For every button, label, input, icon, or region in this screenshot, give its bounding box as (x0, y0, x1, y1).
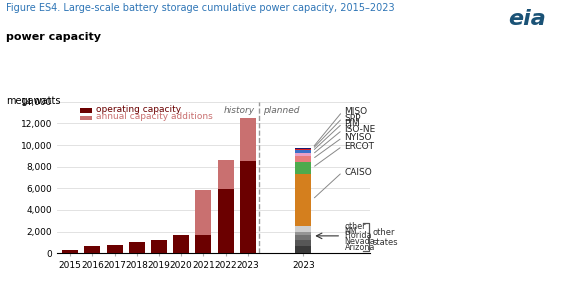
Text: annual capacity additions: annual capacity additions (96, 113, 212, 121)
Text: history: history (223, 106, 254, 115)
Text: other
states: other states (372, 228, 398, 247)
Bar (84, 246, 100, 253)
Bar (62, 250, 78, 253)
Text: other: other (345, 222, 366, 231)
Bar (129, 242, 145, 253)
Bar (240, 118, 256, 161)
FancyBboxPatch shape (80, 116, 92, 120)
Text: ISO-NE: ISO-NE (345, 125, 376, 134)
Bar (217, 160, 233, 189)
Text: CAISO: CAISO (345, 168, 372, 177)
Text: megawatts: megawatts (6, 96, 60, 106)
Text: SPP: SPP (345, 113, 361, 123)
Text: operating capacity: operating capacity (96, 105, 181, 114)
Bar (195, 235, 211, 253)
Bar (295, 246, 311, 253)
Bar (195, 191, 211, 235)
Text: PJM: PJM (345, 119, 360, 128)
Text: eia: eia (509, 9, 546, 29)
Bar (295, 240, 311, 246)
Bar (295, 235, 311, 240)
Bar (217, 189, 233, 253)
Bar (151, 240, 167, 253)
Bar (295, 174, 311, 226)
Text: power capacity: power capacity (6, 32, 101, 42)
Text: ERCOT: ERCOT (345, 142, 374, 151)
Bar (240, 161, 256, 253)
Bar (295, 162, 311, 174)
Bar (295, 232, 311, 235)
Text: Florida: Florida (345, 231, 372, 240)
Bar (295, 153, 311, 157)
Text: NYISO: NYISO (345, 133, 372, 142)
Bar (173, 235, 189, 253)
Text: planned: planned (263, 106, 300, 115)
Bar (295, 150, 311, 153)
FancyBboxPatch shape (80, 108, 92, 113)
Text: Nevada: Nevada (345, 237, 376, 246)
Text: NM: NM (345, 226, 357, 235)
Bar (295, 157, 311, 162)
Text: Arizona: Arizona (345, 243, 375, 252)
Bar (295, 148, 311, 150)
Bar (295, 226, 311, 232)
Text: MISO: MISO (345, 107, 368, 116)
Bar (106, 244, 122, 253)
Text: Figure ES4. Large-scale battery storage cumulative power capacity, 2015–2023: Figure ES4. Large-scale battery storage … (6, 3, 394, 13)
